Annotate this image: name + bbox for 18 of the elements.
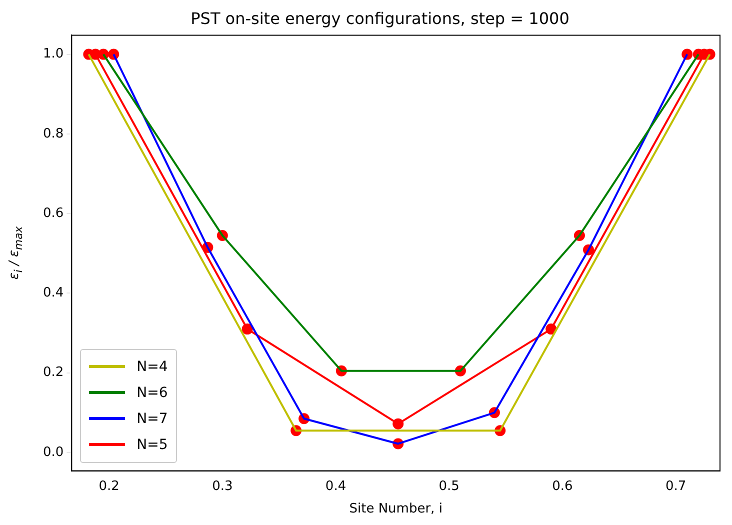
- chart-title: PST on-site energy configurations, step = 1000: [190, 8, 570, 28]
- legend-label: N=5: [136, 436, 168, 453]
- x-tick-label: 0.3: [212, 478, 233, 494]
- x-tick-label: 0.7: [665, 478, 686, 494]
- y-tick-label: 0.8: [42, 126, 64, 142]
- x-tick-label: 0.5: [438, 478, 460, 494]
- x-tick-label: 0.6: [552, 478, 573, 494]
- y-tick-label: 0.2: [42, 365, 64, 380]
- legend-label: N=6: [136, 384, 168, 401]
- y-tick-label: 1.0: [42, 46, 64, 62]
- legend-label: N=4: [136, 358, 168, 375]
- legend-label: N=7: [136, 410, 168, 427]
- y-tick-label: 0.4: [42, 286, 64, 301]
- x-tick-label: 0.2: [98, 478, 120, 494]
- y-tick-label: 0.6: [42, 206, 64, 221]
- y-tick-label: 0.0: [42, 444, 64, 460]
- x-tick-label: 0.4: [325, 478, 346, 494]
- x-axis-title: Site Number, i: [349, 502, 442, 517]
